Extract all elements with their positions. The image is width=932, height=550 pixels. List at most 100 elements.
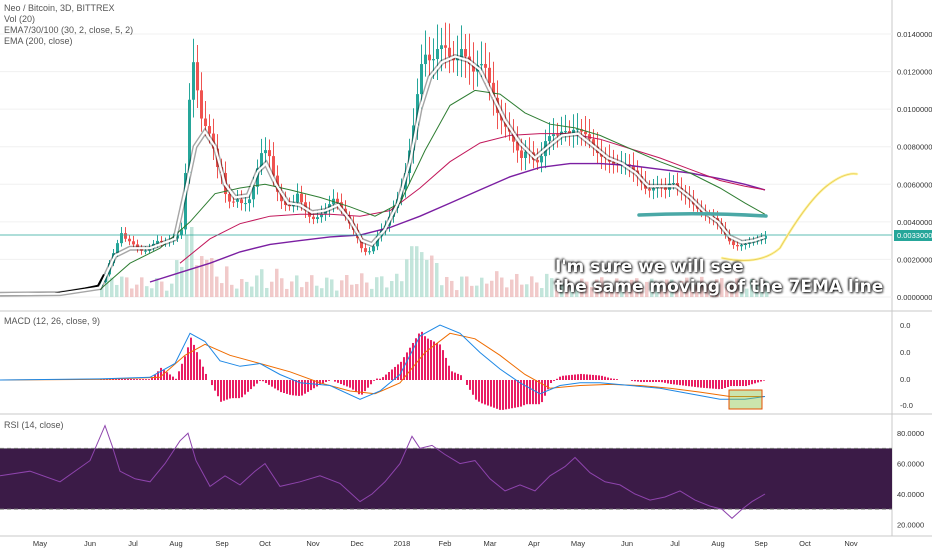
macd-bar bbox=[376, 378, 378, 380]
macd-bar bbox=[727, 380, 729, 388]
macd-bar bbox=[658, 380, 660, 383]
candle-body bbox=[428, 54, 431, 61]
macd-bar bbox=[118, 378, 120, 380]
macd-bar bbox=[445, 357, 447, 380]
macd-bar bbox=[571, 374, 573, 380]
macd-bar bbox=[670, 380, 672, 385]
x-tick-label: Apr bbox=[528, 539, 540, 548]
volume-bar bbox=[580, 278, 584, 297]
candle-body bbox=[576, 129, 579, 131]
volume-bar bbox=[705, 284, 709, 297]
macd-bar bbox=[262, 380, 264, 382]
volume-bar bbox=[585, 281, 589, 297]
macd-bar bbox=[283, 380, 285, 394]
volume-bar bbox=[765, 281, 769, 297]
volume-bar bbox=[635, 278, 639, 297]
macd-bar bbox=[568, 375, 570, 380]
volume-bar bbox=[275, 268, 279, 297]
candle-body bbox=[212, 133, 215, 149]
candle-body bbox=[128, 238, 131, 242]
volume-bar bbox=[325, 277, 329, 297]
candle-body bbox=[144, 250, 147, 252]
macd-bar bbox=[598, 375, 600, 380]
volume-bar bbox=[440, 285, 444, 297]
macd-bar bbox=[730, 380, 732, 387]
macd-bar bbox=[127, 379, 129, 380]
candle-body bbox=[188, 99, 191, 174]
candle-body bbox=[136, 244, 139, 249]
x-tick-label: Jul bbox=[128, 539, 138, 548]
macd-bar bbox=[373, 380, 375, 381]
candle-body bbox=[740, 245, 743, 247]
macd-bar bbox=[475, 380, 477, 400]
rsi-pane[interactable] bbox=[0, 424, 892, 519]
macd-bar bbox=[196, 352, 198, 380]
volume-bar bbox=[165, 290, 169, 297]
candle-body bbox=[752, 241, 755, 243]
macd-bar bbox=[673, 380, 675, 385]
volume-bar bbox=[470, 285, 474, 297]
volume-bar bbox=[385, 287, 389, 297]
macd-bar bbox=[223, 380, 225, 401]
macd-bar bbox=[490, 380, 492, 407]
macd-bar bbox=[478, 380, 480, 402]
volume-bar bbox=[220, 283, 224, 297]
volume-bar bbox=[370, 288, 374, 297]
macd-bar bbox=[604, 376, 606, 380]
chart-title: Neo / Bitcoin, 3D, BITTREX bbox=[4, 3, 115, 13]
macd-bar bbox=[259, 380, 261, 381]
macd-bar bbox=[382, 377, 384, 380]
candle-body bbox=[748, 242, 751, 244]
macd-bar bbox=[544, 380, 546, 396]
macd-bar bbox=[736, 380, 738, 387]
volume-bar bbox=[630, 279, 634, 297]
macd-bar bbox=[748, 380, 750, 386]
macd-bar bbox=[142, 379, 144, 380]
candle-body bbox=[520, 150, 523, 158]
candle-body bbox=[316, 217, 319, 220]
macd-bar bbox=[508, 380, 510, 409]
macd-bar bbox=[151, 378, 153, 380]
candle-body bbox=[512, 131, 515, 142]
volume-bar bbox=[570, 287, 574, 297]
macd-bar bbox=[235, 380, 237, 399]
volume-bar bbox=[720, 278, 724, 297]
macd-pane[interactable] bbox=[0, 324, 766, 410]
ema100-line bbox=[179, 133, 766, 264]
macd-bar bbox=[244, 380, 246, 395]
volume-bar bbox=[495, 271, 499, 297]
macd-bar bbox=[595, 375, 597, 380]
candle-body bbox=[176, 235, 179, 239]
last-price-badge: 0.00330000 bbox=[894, 230, 932, 241]
price-pane[interactable] bbox=[0, 22, 892, 297]
rsi-tick-label: 80.0000 bbox=[897, 429, 924, 438]
macd-title: MACD (12, 26, close, 9) bbox=[4, 316, 101, 326]
macd-bar bbox=[361, 380, 363, 395]
candle-body bbox=[444, 45, 447, 48]
candle-body bbox=[584, 131, 587, 135]
candle-body bbox=[448, 47, 451, 57]
candle-body bbox=[156, 240, 159, 244]
rsi-legend: RSI (14, close) bbox=[4, 420, 64, 431]
candle-body bbox=[232, 201, 235, 203]
candle-body bbox=[632, 165, 635, 171]
candle-body bbox=[588, 134, 591, 140]
macd-bar bbox=[220, 380, 222, 402]
volume-bar bbox=[310, 275, 314, 297]
x-tick-label: Aug bbox=[711, 539, 724, 548]
macd-bar bbox=[190, 337, 192, 380]
macd-bar bbox=[661, 380, 663, 383]
candle-body bbox=[244, 203, 247, 205]
macd-bar bbox=[178, 371, 180, 380]
macd-bar bbox=[367, 380, 369, 388]
volume-bar bbox=[645, 281, 649, 297]
volume-bar bbox=[670, 279, 674, 297]
macd-bar bbox=[430, 340, 432, 380]
macd-histogram bbox=[100, 331, 765, 410]
macd-bar bbox=[697, 380, 699, 388]
macd-bar bbox=[700, 380, 702, 388]
macd-bar bbox=[454, 372, 456, 380]
volume-bar bbox=[345, 275, 349, 297]
candle-body bbox=[464, 49, 467, 57]
